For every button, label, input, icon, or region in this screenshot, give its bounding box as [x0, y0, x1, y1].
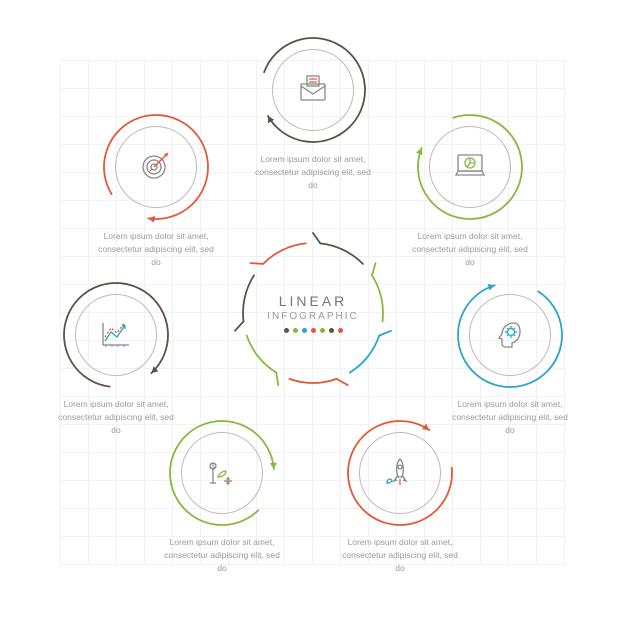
center-dot	[302, 328, 307, 333]
node-caption: Lorem ipsum dolor sit amet, consectetur …	[340, 536, 460, 574]
node-caption: Lorem ipsum dolor sit amet, consectetur …	[450, 398, 570, 436]
node-caption: Lorem ipsum dolor sit amet, consectetur …	[96, 230, 216, 268]
mail-icon	[272, 49, 354, 131]
chart-icon	[75, 294, 157, 376]
head-icon	[469, 294, 551, 376]
center-dots	[284, 328, 343, 333]
center-dot	[320, 328, 325, 333]
node-ring	[101, 112, 211, 222]
center-dot	[284, 328, 289, 333]
node-ring	[167, 418, 277, 528]
node-ring	[258, 35, 368, 145]
node-growth: Lorem ipsum dolor sit amet, consectetur …	[162, 418, 282, 574]
target-icon	[115, 126, 197, 208]
center-subtitle: INFOGRAPHIC	[267, 311, 358, 322]
center-dot	[293, 328, 298, 333]
center-dot	[311, 328, 316, 333]
node-target: Lorem ipsum dolor sit amet, consectetur …	[96, 112, 216, 268]
node-ring	[345, 418, 455, 528]
center-dot	[329, 328, 334, 333]
node-laptop: Lorem ipsum dolor sit amet, consectetur …	[410, 112, 530, 268]
node-chart: Lorem ipsum dolor sit amet, consectetur …	[56, 280, 176, 436]
growth-icon	[181, 432, 263, 514]
center-title: LINEAR	[279, 293, 348, 309]
node-caption: Lorem ipsum dolor sit amet, consectetur …	[410, 230, 530, 268]
node-head: Lorem ipsum dolor sit amet, consectetur …	[450, 280, 570, 436]
node-ring	[455, 280, 565, 390]
node-rocket: Lorem ipsum dolor sit amet, consectetur …	[340, 418, 460, 574]
center-hub: LINEAR INFOGRAPHIC	[243, 243, 383, 383]
node-ring	[415, 112, 525, 222]
node-caption: Lorem ipsum dolor sit amet, consectetur …	[162, 536, 282, 574]
node-caption: Lorem ipsum dolor sit amet, consectetur …	[253, 153, 373, 191]
laptop-icon	[429, 126, 511, 208]
center-dot	[338, 328, 343, 333]
node-ring	[61, 280, 171, 390]
rocket-icon	[359, 432, 441, 514]
node-caption: Lorem ipsum dolor sit amet, consectetur …	[56, 398, 176, 436]
node-mail: Lorem ipsum dolor sit amet, consectetur …	[253, 35, 373, 191]
